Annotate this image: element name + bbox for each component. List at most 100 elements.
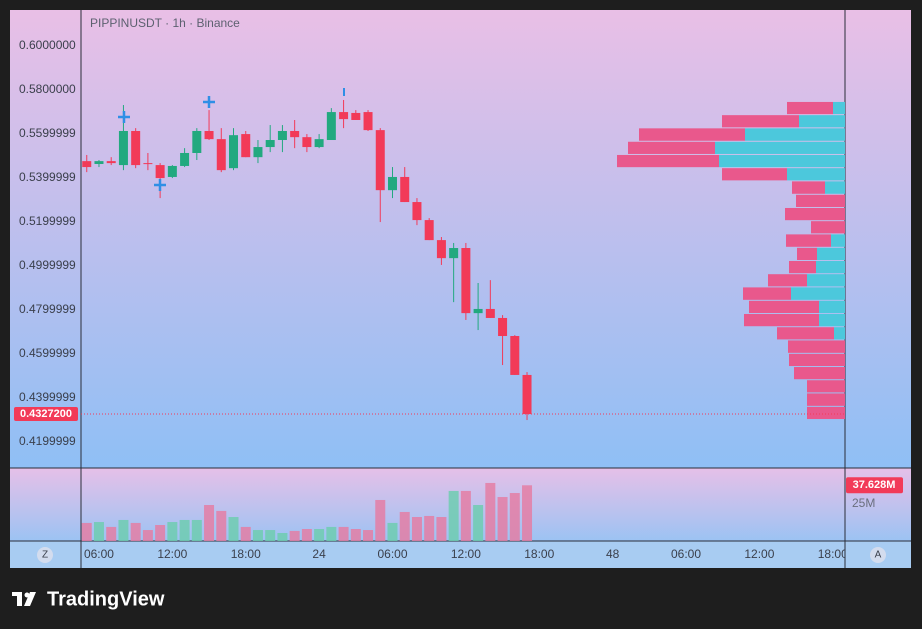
- candle-body: [522, 374, 532, 415]
- candle-body: [326, 112, 336, 141]
- profile-down: [797, 247, 817, 260]
- candle-body: [412, 202, 422, 221]
- profile-down: [785, 207, 845, 221]
- profile-down: [628, 141, 715, 154]
- profile-up: [819, 314, 845, 327]
- profile-down: [787, 101, 833, 115]
- candle-body: [167, 165, 177, 177]
- x-tick-label: 24: [312, 547, 326, 561]
- x-tick-label: 12:00: [744, 547, 774, 561]
- volume-bar: [338, 526, 349, 541]
- last-volume-label: 37.628M: [853, 479, 896, 491]
- x-tick-label: 18:00: [818, 547, 848, 561]
- volume-bar: [460, 490, 471, 541]
- x-tick-label: 18:00: [524, 547, 554, 561]
- profile-down: [744, 314, 819, 327]
- volume-bar: [314, 529, 325, 541]
- profile-down: [788, 340, 845, 353]
- volume-bar: [142, 530, 153, 541]
- profile-up: [831, 234, 845, 247]
- volume-bar: [424, 515, 435, 541]
- candle-body: [82, 161, 92, 168]
- volume-bar: [277, 533, 288, 541]
- volume-bar: [411, 517, 422, 541]
- profile-up: [715, 141, 845, 154]
- volume-bar: [363, 530, 374, 541]
- volume-bar: [522, 485, 533, 541]
- logo-text: TradingView: [47, 588, 165, 610]
- volume-bar: [375, 499, 386, 541]
- profile-up: [791, 287, 845, 300]
- y-tick-label: 0.4799999: [19, 302, 76, 316]
- profile-down: [792, 181, 825, 194]
- candle-body: [277, 130, 287, 141]
- profile-down: [789, 260, 816, 274]
- volume-bar: [204, 505, 215, 541]
- candle-body: [302, 137, 312, 148]
- profile-up: [807, 274, 845, 287]
- profile-up: [799, 115, 845, 128]
- control-button[interactable]: [870, 547, 886, 563]
- volume-bar: [252, 530, 263, 541]
- y-tick-label: 0.5199999: [19, 214, 76, 228]
- volume-bar: [228, 517, 239, 541]
- x-tick-label: 06:00: [377, 547, 407, 561]
- volume-bar: [265, 530, 276, 541]
- candle-body: [400, 176, 410, 203]
- candle-body: [204, 130, 214, 140]
- profile-down: [796, 194, 845, 207]
- control-button[interactable]: [37, 547, 53, 563]
- y-tick-label: 0.6000000: [19, 38, 76, 52]
- profile-down: [768, 274, 807, 287]
- control-label[interactable]: A: [875, 550, 882, 561]
- candle-body: [387, 176, 397, 191]
- profile-down: [722, 168, 787, 181]
- candle-body: [216, 139, 226, 171]
- x-tick-label: 06:00: [671, 547, 701, 561]
- candle-body: [118, 130, 128, 166]
- candle-body: [351, 112, 361, 120]
- candle-body: [461, 248, 471, 314]
- profile-up: [719, 154, 845, 168]
- candle-body: [473, 308, 483, 314]
- volume-tick-label: 25M: [852, 496, 875, 510]
- profile-down: [617, 154, 719, 168]
- volume-bar: [191, 519, 202, 541]
- candle-body: [253, 147, 263, 158]
- profile-up: [816, 260, 845, 274]
- volume-bar: [106, 526, 117, 541]
- candle-body: [314, 139, 324, 148]
- x-tick-label: 18:00: [231, 547, 261, 561]
- volume-bar: [509, 493, 520, 541]
- profile-down: [789, 353, 845, 367]
- y-tick-label: 0.4199999: [19, 434, 76, 448]
- profile-down: [639, 128, 745, 141]
- candle-body: [229, 135, 239, 169]
- volume-bar: [399, 511, 410, 541]
- volume-bar: [81, 522, 92, 541]
- volume-bar: [497, 497, 508, 541]
- candle-body: [241, 134, 251, 158]
- y-tick-label: 0.4599999: [19, 346, 76, 360]
- profile-down: [749, 300, 819, 314]
- volume-bar: [130, 522, 141, 541]
- y-tick-label: 0.4999999: [19, 258, 76, 272]
- candle-body: [131, 130, 141, 166]
- candle-body: [192, 130, 202, 153]
- volume-bar: [118, 519, 129, 541]
- volume-bar: [326, 526, 337, 541]
- price-pane: [10, 10, 911, 468]
- candle-body: [498, 317, 508, 337]
- chart-title: PIPPINUSDT · 1h · Binance: [90, 16, 240, 30]
- profile-up: [817, 247, 845, 260]
- profile-down: [811, 221, 845, 234]
- profile-up: [787, 168, 845, 181]
- candle-body: [265, 140, 275, 148]
- profile-down: [777, 327, 834, 340]
- profile-up: [819, 300, 845, 314]
- volume-bar: [485, 482, 496, 541]
- candle-body: [449, 248, 459, 259]
- control-label[interactable]: Z: [42, 550, 48, 561]
- volume-bar: [448, 490, 459, 541]
